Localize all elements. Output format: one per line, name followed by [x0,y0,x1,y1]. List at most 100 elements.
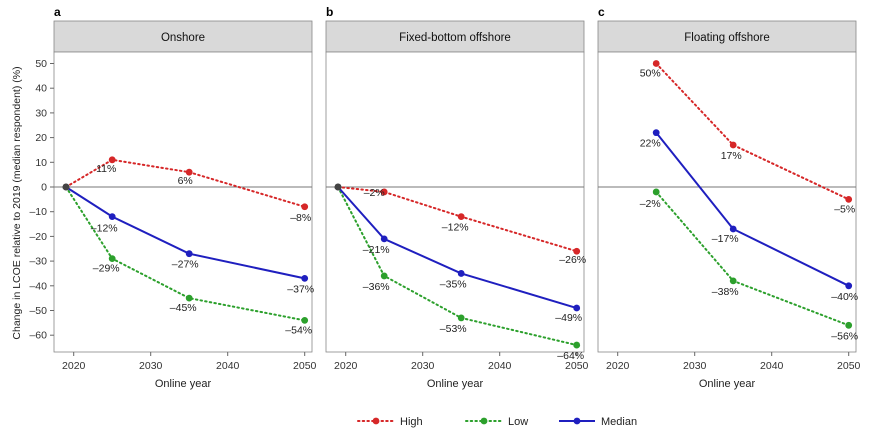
data-point-high [380,188,388,196]
legend-marker-low [480,417,488,425]
data-label: –38% [712,286,739,298]
data-label: –64% [557,350,584,362]
x-tick-label: 2050 [293,360,317,372]
legend-label-median: Median [601,416,637,428]
data-label: –35% [440,278,467,290]
x-tick-label: 2020 [62,360,86,372]
data-point-low [845,321,853,329]
panel-letter: a [54,5,61,19]
data-point-high [573,247,581,255]
data-label: –54% [285,324,312,336]
x-tick-label: 2040 [488,360,512,372]
plot-area [597,51,857,353]
data-point-low [301,316,309,324]
data-point-median [334,183,342,191]
data-label: –27% [172,259,199,271]
legend-label-low: Low [508,416,528,428]
data-label: –8% [290,212,311,224]
panel-c: c Floating offshore 2020 2030 2040 2050 Online… [597,5,861,390]
x-axis-label: Online year [699,378,756,390]
x-axis-label: Online year [427,378,484,390]
data-label: 50% [640,68,661,80]
data-point-median [652,129,660,137]
panels: a Onshore 2020 2030 2040 2050 Online year 50 40 3… [29,5,860,390]
y-tick-label: 10 [35,157,47,169]
data-point-high [729,141,737,149]
plot-area [53,51,313,353]
data-label: –49% [555,312,582,324]
data-label: –36% [363,281,390,293]
x-tick-label: 2030 [683,360,707,372]
data-point-low [457,314,465,322]
x-tick-label: 2050 [565,360,589,372]
x-tick-label: 2030 [411,360,435,372]
panel-header [53,20,313,53]
x-tick-label: 2050 [837,360,861,372]
data-label: –29% [93,263,120,275]
series-line-low [65,186,306,322]
y-axis-label: Change in LCOE relative to 2019 (median … [11,66,23,339]
y-tick-label: –40 [29,280,47,292]
data-point-median [108,213,116,221]
data-point-high [301,203,309,211]
data-point-median [185,250,193,258]
series-line-median [337,186,577,309]
data-point-high [845,195,853,203]
data-label: –40% [831,291,858,303]
panel-letter: b [326,5,333,19]
data-label: 22% [640,138,661,150]
series-line-high [65,158,306,208]
y-tick-label: 0 [41,182,47,194]
data-label: 17% [721,150,742,162]
panel-a: a Onshore 2020 2030 2040 2050 Online year 50 40 3… [29,5,316,390]
legend-marker-median [573,417,581,425]
data-point-high [457,213,465,221]
data-point-median [380,235,388,243]
data-point-low [652,188,660,196]
data-label: –45% [170,302,197,314]
data-point-low [185,294,193,302]
y-tick-label: 30 [35,107,47,119]
data-label: –53% [440,323,467,335]
x-axis-label: Online year [155,378,212,390]
data-label: –17% [712,233,739,245]
data-label: –2% [640,198,661,210]
y-tick-label: 50 [35,58,47,70]
y-tick-label: –60 [29,330,47,342]
x-tick-label: 2020 [606,360,630,372]
data-point-median [573,304,581,312]
panel-title: Onshore [161,32,205,44]
data-label: 11% [96,163,116,175]
data-point-median [301,274,309,282]
data-point-median [62,183,70,191]
y-tick-label: –10 [29,206,47,218]
panel-title: Floating offshore [684,32,769,44]
series-line-high [337,186,578,253]
y-tick-label: 40 [35,83,47,95]
data-point-median [845,282,853,290]
legend: High Low Median [357,416,637,428]
data-label: –26% [559,254,586,266]
y-tick-label: –20 [29,231,47,243]
series-line-median [65,186,305,280]
data-label: –56% [831,330,858,342]
data-label: –37% [287,283,314,295]
y-tick-label: –30 [29,256,47,268]
x-tick-label: 2040 [216,360,240,372]
panel-title: Fixed-bottom offshore [399,32,511,44]
legend-marker-high [372,417,380,425]
data-label: 6% [178,175,193,187]
panel-b: b Fixed-bottom offshore 2020 2030 2040 2050 On… [325,5,589,390]
data-point-median [457,270,465,277]
data-label: –2% [364,187,385,199]
x-tick-label: 2030 [139,360,163,372]
data-label: –12% [442,222,469,234]
data-point-low [573,341,581,349]
y-tick-label: 20 [35,132,47,144]
panel-letter: c [598,5,605,19]
x-tick-label: 2040 [760,360,784,372]
data-point-high [185,168,193,176]
data-label: –21% [363,244,390,256]
data-label: –12% [91,223,118,235]
x-tick-label: 2020 [334,360,358,372]
